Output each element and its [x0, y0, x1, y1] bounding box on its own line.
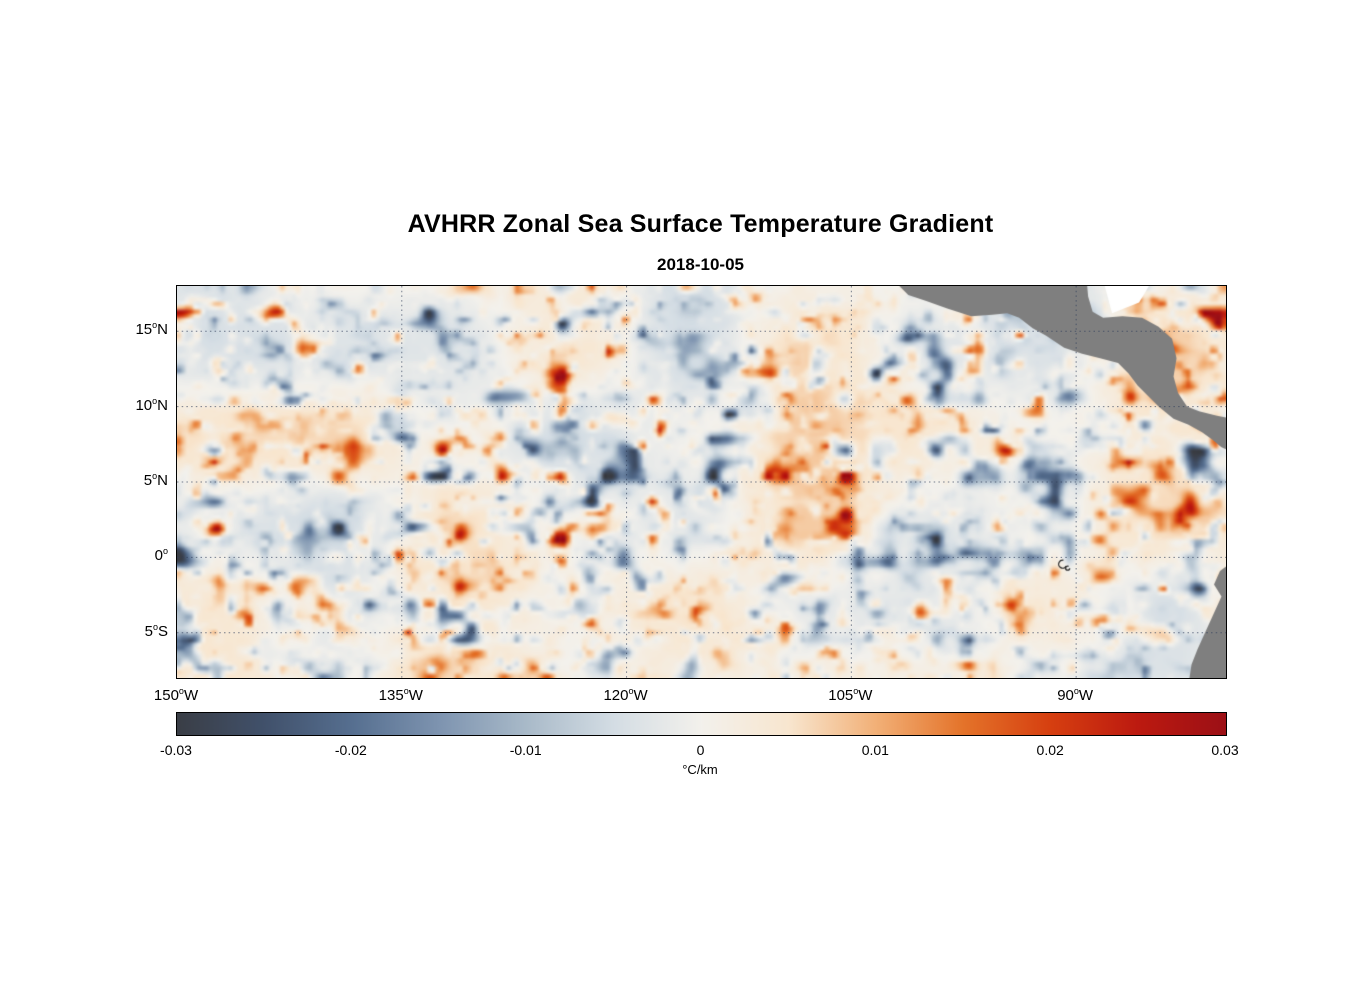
degree-mark: o — [628, 686, 634, 696]
degree-mark: o — [1073, 686, 1079, 696]
tick-text: 15 — [135, 321, 153, 339]
tick-text: 135 — [378, 687, 404, 704]
tick-text: -0.02 — [334, 742, 367, 758]
chart-title: AVHRR Zonal Sea Surface Temperature Grad… — [407, 210, 994, 238]
tick-text: 105 — [828, 687, 854, 704]
colorbar-tick-label: 0.02 — [1037, 740, 1064, 760]
colorbar-tick-label: 0.01 — [862, 740, 889, 760]
x-tick-label: 150oW — [154, 686, 198, 706]
tick-text: S — [157, 622, 168, 640]
colorbar-tick-label: 0 — [697, 740, 705, 760]
colorbar-gradient-canvas — [177, 713, 1226, 735]
tick-text: 0.03 — [1211, 742, 1239, 758]
x-tick-label: 135oW — [379, 686, 423, 706]
degree-mark: o — [403, 686, 409, 696]
tick-text: 120 — [603, 687, 629, 704]
tick-text: -0.01 — [509, 742, 542, 758]
tick-text: W — [1078, 687, 1094, 704]
degree-mark: o — [152, 320, 158, 331]
tick-text: W — [633, 687, 648, 704]
y-tick-label: 5oN — [144, 471, 168, 491]
x-tick-label: 105oW — [828, 686, 872, 706]
degree-mark: o — [853, 686, 859, 696]
degree-mark: o — [152, 621, 158, 632]
tick-text: W — [183, 687, 199, 704]
colorbar — [176, 712, 1227, 736]
tick-text: 0.01 — [861, 742, 889, 758]
y-tick-label: 5oS — [145, 622, 168, 642]
colorbar-tick-label: -0.02 — [335, 740, 367, 760]
tick-text: 5 — [143, 472, 153, 489]
tick-text: N — [157, 321, 168, 339]
x-tick-label: 90oW — [1057, 686, 1093, 706]
tick-text: W — [408, 687, 423, 704]
degree-mark: o — [162, 546, 168, 557]
tick-text: -0.03 — [160, 742, 192, 758]
y-tick-label: 0o — [155, 546, 168, 566]
grid-overlay — [177, 286, 1226, 678]
colorbar-tick-label: -0.01 — [510, 740, 542, 760]
tick-text: 10 — [135, 396, 153, 414]
tick-text: 0.02 — [1036, 742, 1064, 758]
tick-text: W — [858, 687, 873, 704]
colorbar-tick-label: 0.03 — [1211, 740, 1238, 760]
degree-mark: o — [152, 471, 158, 481]
map-plot — [176, 285, 1227, 679]
tick-text: 5 — [144, 622, 153, 640]
tick-text: 0 — [154, 547, 163, 565]
colorbar-unit-label: °C/km — [682, 762, 718, 777]
tick-text: 0 — [696, 742, 705, 758]
y-tick-label: 10oN — [135, 396, 168, 416]
colorbar-tick-label: -0.03 — [160, 740, 192, 760]
x-tick-label: 120oW — [603, 686, 647, 706]
y-tick-label: 15oN — [135, 320, 168, 340]
tick-text: 90 — [1057, 687, 1074, 704]
degree-mark: o — [178, 686, 184, 696]
chart-subtitle: 2018-10-05 — [657, 255, 744, 274]
tick-text: 150 — [153, 687, 179, 704]
tick-text: N — [157, 472, 168, 489]
tick-text: N — [157, 396, 168, 414]
degree-mark: o — [152, 395, 158, 406]
